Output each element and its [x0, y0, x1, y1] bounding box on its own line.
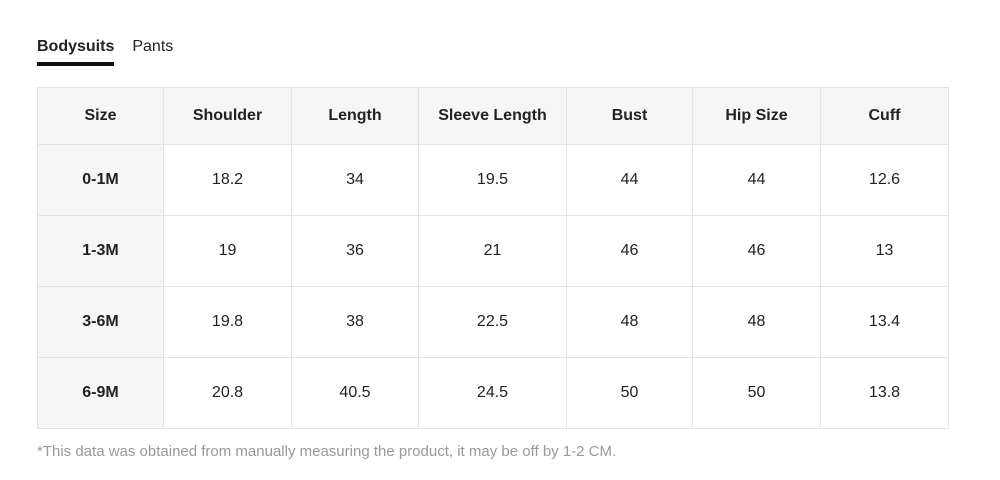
column-header: Size: [37, 87, 164, 145]
column-header: Sleeve Length: [418, 87, 567, 145]
table-row: 1-3M 19 36 21 46 46 13: [37, 215, 949, 287]
table-cell: 44: [566, 144, 693, 216]
table-cell: 24.5: [418, 357, 567, 429]
table-cell: 18.2: [163, 144, 292, 216]
tab-pants[interactable]: Pants: [132, 38, 174, 55]
table-cell: 19: [163, 215, 292, 287]
size-cell: 6-9M: [37, 357, 164, 429]
size-chart-table: Size Shoulder Length Sleeve Length Bust Hip S…: [37, 87, 949, 429]
table-cell: 36: [291, 215, 419, 287]
size-cell: 3-6M: [37, 286, 164, 358]
size-cell: 1-3M: [37, 215, 164, 287]
table-cell: 22.5: [418, 286, 567, 358]
size-cell: 0-1M: [37, 144, 164, 216]
column-header: Cuff: [820, 87, 949, 145]
table-cell: 48: [566, 286, 693, 358]
column-header: Length: [291, 87, 419, 145]
table-cell: 12.6: [820, 144, 949, 216]
table-cell: 50: [692, 357, 821, 429]
table-row: 3-6M 19.8 38 22.5 48 48 13.4: [37, 286, 949, 358]
table-cell: 46: [566, 215, 693, 287]
table-cell: 38: [291, 286, 419, 358]
table-cell: 13.8: [820, 357, 949, 429]
table-cell: 40.5: [291, 357, 419, 429]
table-header-row: Size Shoulder Length Sleeve Length Bust Hip S…: [37, 87, 949, 145]
table-cell: 13: [820, 215, 949, 287]
table-cell: 19.5: [418, 144, 567, 216]
table-cell: 21: [418, 215, 567, 287]
table-cell: 13.4: [820, 286, 949, 358]
column-header: Hip Size: [692, 87, 821, 145]
measurement-note: *This data was obtained from manually me…: [37, 443, 617, 460]
table-cell: 46: [692, 215, 821, 287]
table-row: 0-1M 18.2 34 19.5 44 44 12.6: [37, 144, 949, 216]
size-chart-tabs: Bodysuits Pants: [37, 38, 173, 66]
table-cell: 19.8: [163, 286, 292, 358]
table-row: 6-9M 20.8 40.5 24.5 50 50 13.8: [37, 357, 949, 429]
table-cell: 50: [566, 357, 693, 429]
table-cell: 44: [692, 144, 821, 216]
tab-bodysuits[interactable]: Bodysuits: [37, 38, 115, 66]
table-cell: 48: [692, 286, 821, 358]
column-header: Bust: [566, 87, 693, 145]
table-cell: 34: [291, 144, 419, 216]
table-cell: 20.8: [163, 357, 292, 429]
column-header: Shoulder: [163, 87, 292, 145]
